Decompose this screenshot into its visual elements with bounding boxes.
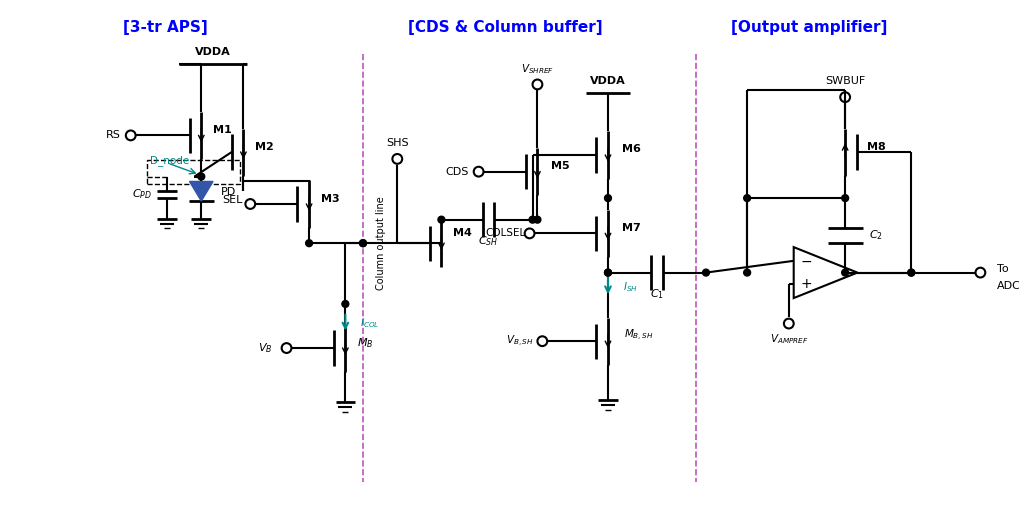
Text: M7: M7 (622, 223, 641, 232)
Text: COLSEL: COLSEL (485, 228, 525, 238)
Text: $-$: $-$ (800, 254, 812, 268)
Text: To: To (997, 264, 1009, 274)
Circle shape (342, 300, 348, 308)
Circle shape (360, 240, 367, 246)
Text: VDDA: VDDA (196, 47, 231, 57)
Circle shape (842, 269, 849, 276)
Circle shape (438, 216, 445, 223)
Text: VDDA: VDDA (590, 76, 626, 85)
Text: SHS: SHS (386, 138, 409, 148)
Text: [3-tr APS]: [3-tr APS] (122, 20, 208, 35)
Text: ADC: ADC (997, 281, 1019, 291)
Text: M3: M3 (321, 194, 339, 204)
Circle shape (604, 269, 611, 276)
Text: $I_{COL}$: $I_{COL}$ (360, 317, 379, 330)
Text: M4: M4 (453, 228, 472, 238)
Text: PD: PD (221, 187, 236, 197)
Text: $V_B$: $V_B$ (258, 341, 272, 355)
Bar (148, 160, 240, 184)
Circle shape (198, 173, 205, 180)
Circle shape (702, 269, 709, 276)
Circle shape (529, 216, 536, 223)
Text: RS: RS (106, 130, 120, 140)
Text: $+$: $+$ (800, 277, 812, 291)
Text: $V_{SHREF}$: $V_{SHREF}$ (521, 62, 554, 76)
Circle shape (908, 269, 915, 276)
Circle shape (360, 240, 367, 246)
Text: $V_{B,SH}$: $V_{B,SH}$ (506, 334, 534, 349)
Text: $C_1$: $C_1$ (650, 287, 664, 301)
Text: SWBUF: SWBUF (825, 76, 865, 86)
Circle shape (744, 269, 751, 276)
Text: SEL: SEL (222, 195, 243, 205)
Text: M5: M5 (551, 161, 570, 171)
Circle shape (604, 269, 611, 276)
Text: M8: M8 (867, 142, 886, 152)
Circle shape (908, 269, 915, 276)
Circle shape (842, 195, 849, 201)
Text: $M_{B,SH}$: $M_{B,SH}$ (624, 328, 653, 343)
Text: $M_B$: $M_B$ (357, 336, 374, 350)
Text: M6: M6 (622, 144, 641, 154)
Text: [Output amplifier]: [Output amplifier] (731, 20, 888, 35)
Circle shape (604, 195, 611, 201)
Circle shape (744, 195, 751, 201)
Text: $V_{AMPREF}$: $V_{AMPREF}$ (769, 332, 808, 346)
Text: D_node: D_node (151, 156, 190, 166)
Text: $C_{SH}$: $C_{SH}$ (478, 234, 498, 248)
Polygon shape (190, 181, 213, 201)
Text: Column output line: Column output line (376, 196, 385, 290)
Text: $C_{PD}$: $C_{PD}$ (132, 187, 153, 201)
Text: $C_2$: $C_2$ (868, 228, 882, 242)
Circle shape (306, 240, 313, 246)
Text: M1: M1 (213, 125, 231, 135)
Text: M2: M2 (255, 142, 274, 152)
Text: CDS: CDS (445, 167, 469, 177)
Text: $I_{SH}$: $I_{SH}$ (623, 280, 638, 294)
Text: [CDS & Column buffer]: [CDS & Column buffer] (408, 20, 602, 35)
Circle shape (534, 216, 541, 223)
